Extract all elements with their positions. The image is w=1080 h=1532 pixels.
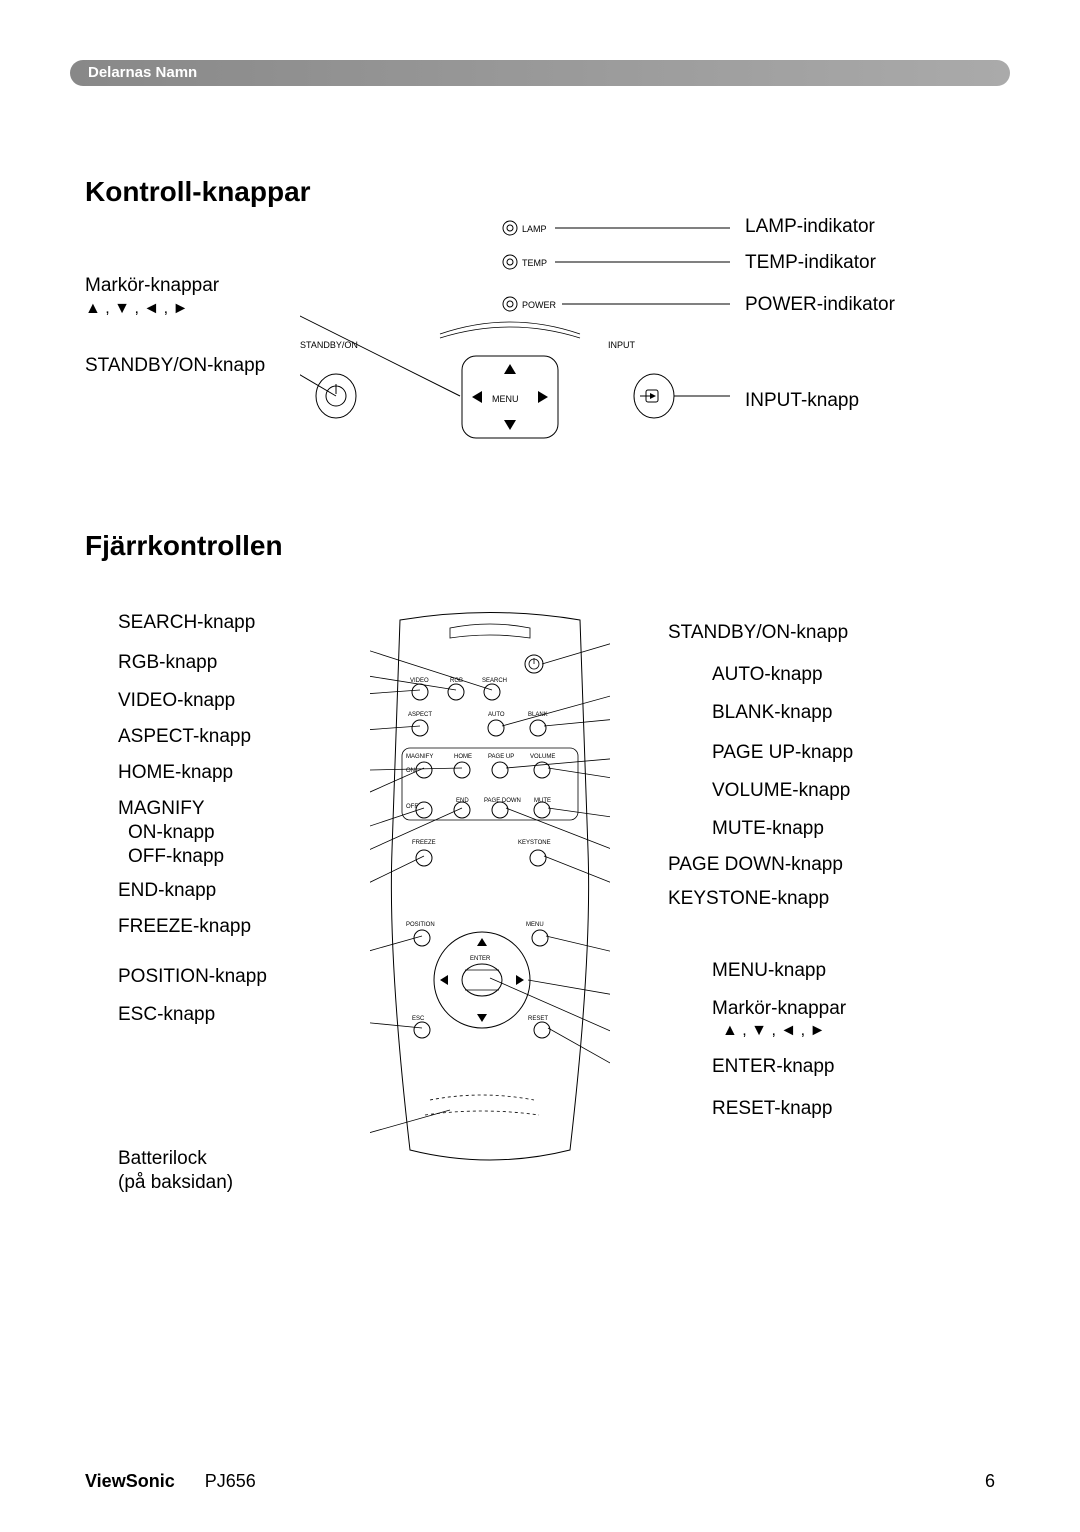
lbl-lamp-ind: LAMP-indikator (745, 216, 875, 238)
lbl-cursor: Markör-knappar (85, 275, 219, 297)
svg-text:HOME: HOME (454, 754, 472, 760)
r-arrows: ▲ , ▼ , ◄ , ► (722, 1022, 825, 1040)
remote-diagram: VIDEO RGB SEARCH ASPECT AUTO BLANK MAGNI… (370, 610, 610, 1180)
l-on: ON-knapp (128, 822, 215, 844)
svg-text:BLANK: BLANK (528, 712, 548, 718)
svg-text:AUTO: AUTO (488, 712, 505, 718)
r-auto: AUTO-knapp (712, 664, 823, 686)
footer: ViewSonic PJ656 6 (85, 1471, 995, 1492)
section-header-text: Delarnas Namn (88, 64, 197, 81)
l-rgb: RGB-knapp (118, 652, 217, 674)
l-search: SEARCH-knapp (118, 612, 255, 634)
r-mute: MUTE-knapp (712, 818, 824, 840)
r-standby: STANDBY/ON-knapp (668, 622, 848, 644)
l-freeze: FREEZE-knapp (118, 916, 251, 938)
t-temp: TEMP (522, 258, 547, 268)
svg-text:MENU: MENU (526, 922, 544, 928)
l-video: VIDEO-knapp (118, 690, 235, 712)
l-batt1: Batterilock (118, 1148, 207, 1170)
l-end: END-knapp (118, 880, 216, 902)
lbl-standby: STANDBY/ON-knapp (85, 355, 265, 377)
svg-text:ASPECT: ASPECT (408, 712, 432, 718)
svg-text:FREEZE: FREEZE (412, 840, 436, 846)
lbl-power-ind: POWER-indikator (745, 294, 895, 316)
svg-text:POSITION: POSITION (406, 922, 435, 928)
svg-text:ENTER: ENTER (470, 956, 491, 962)
r-pagedown: PAGE DOWN-knapp (668, 854, 843, 876)
t-lamp: LAMP (522, 224, 547, 234)
footer-brand: ViewSonic (85, 1471, 175, 1491)
footer-model: PJ656 (205, 1471, 256, 1491)
section-header-bar: Delarnas Namn (70, 60, 1010, 86)
svg-text:MUTE: MUTE (534, 798, 551, 804)
r-reset: RESET-knapp (712, 1098, 832, 1120)
control-panel-diagram: LAMP TEMP POWER STANDBY/ON INPUT MENU (300, 196, 740, 456)
r-blank: BLANK-knapp (712, 702, 832, 724)
l-esc: ESC-knapp (118, 1004, 215, 1026)
l-off: OFF-knapp (128, 846, 224, 868)
r-keystone: KEYSTONE-knapp (668, 888, 829, 910)
svg-text:PAGE DOWN: PAGE DOWN (484, 798, 521, 804)
r-menu: MENU-knapp (712, 960, 826, 982)
footer-page: 6 (985, 1471, 995, 1492)
section2-title: Fjärrkontrollen (85, 530, 283, 562)
t-power: POWER (522, 300, 557, 310)
r-volume: VOLUME-knapp (712, 780, 850, 802)
svg-text:SEARCH: SEARCH (482, 678, 507, 684)
svg-text:ESC: ESC (412, 1016, 425, 1022)
t-standbyon: STANDBY/ON (300, 340, 358, 350)
t-input: INPUT (608, 340, 636, 350)
l-batt2: (på baksidan) (118, 1172, 233, 1194)
l-home: HOME-knapp (118, 762, 233, 784)
svg-text:KEYSTONE: KEYSTONE (518, 840, 551, 846)
t-menu: MENU (492, 394, 519, 404)
lbl-temp-ind: TEMP-indikator (745, 252, 876, 274)
svg-text:MAGNIFY: MAGNIFY (406, 754, 433, 760)
r-pageup: PAGE UP-knapp (712, 742, 853, 764)
r-enter: ENTER-knapp (712, 1056, 835, 1078)
svg-text:PAGE UP: PAGE UP (488, 754, 514, 760)
l-magnify: MAGNIFY (118, 798, 205, 820)
r-cursor: Markör-knappar (712, 998, 846, 1020)
svg-text:VOLUME: VOLUME (530, 754, 555, 760)
lbl-input: INPUT-knapp (745, 390, 859, 412)
l-position: POSITION-knapp (118, 966, 267, 988)
l-aspect: ASPECT-knapp (118, 726, 251, 748)
lbl-arrows: ▲ , ▼ , ◄ , ► (85, 300, 188, 318)
svg-text:RESET: RESET (528, 1016, 548, 1022)
section1-title: Kontroll-knappar (85, 176, 311, 208)
